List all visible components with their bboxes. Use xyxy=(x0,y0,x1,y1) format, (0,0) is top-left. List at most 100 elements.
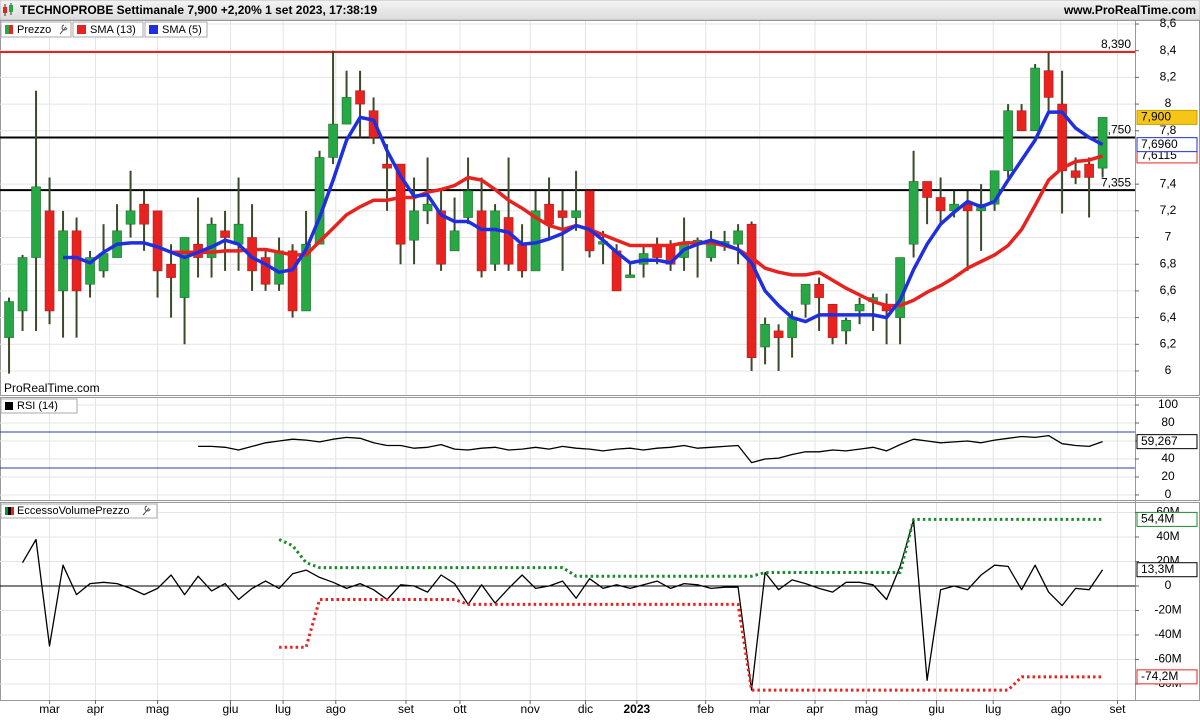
candle-body xyxy=(355,90,365,105)
candle-body xyxy=(841,319,851,332)
x-tick-label: ago xyxy=(326,702,346,716)
candle-body xyxy=(17,257,28,312)
candle-body xyxy=(773,330,784,338)
legend-box[interactable] xyxy=(144,21,208,38)
wrench-icon[interactable] xyxy=(59,24,68,35)
y-tick-label: 8,4 xyxy=(1160,43,1177,57)
last-value-box xyxy=(1136,511,1198,527)
candle-body xyxy=(422,203,433,212)
x-tick-label: apr xyxy=(87,702,104,716)
candle-body xyxy=(746,223,757,358)
legend-label: SMA (13) xyxy=(90,24,136,36)
series-line xyxy=(21,519,1104,691)
x-tick-label: mag xyxy=(855,702,878,716)
x-tick-label: set xyxy=(398,702,415,716)
y-tick-label: 7,8 xyxy=(1160,123,1177,137)
watermark: ProRealTime.com xyxy=(4,381,100,395)
series-line xyxy=(278,517,1103,578)
candle-body xyxy=(314,157,325,245)
series-line xyxy=(171,154,1104,308)
x-tick-label: set xyxy=(1109,702,1126,716)
candle-body xyxy=(1030,67,1040,132)
x-tick-label: nov xyxy=(520,702,539,716)
candle-body xyxy=(584,190,595,252)
candle-body xyxy=(733,230,743,245)
candle-body xyxy=(922,181,932,198)
candle-body xyxy=(31,186,41,258)
legend-box[interactable] xyxy=(0,21,72,38)
candle-body xyxy=(4,301,14,338)
candle-body xyxy=(962,203,973,212)
y-tick-label: 7,2 xyxy=(1160,203,1177,217)
y-tick-label: 6,6 xyxy=(1160,283,1177,297)
last-value-label: 13,3M xyxy=(1141,562,1174,576)
candle-body xyxy=(476,210,487,272)
legend-box[interactable] xyxy=(0,398,78,414)
y-tick-label: 20 xyxy=(1161,469,1175,483)
candle-body xyxy=(58,230,68,292)
legend-box[interactable] xyxy=(0,503,158,519)
candle-body xyxy=(152,210,163,272)
candle-body xyxy=(517,243,527,272)
y-tick-label: 80 xyxy=(1161,415,1175,429)
y-tick-label: 7,4 xyxy=(1160,176,1177,190)
candle-body xyxy=(206,223,217,258)
y-tick-label: 6 xyxy=(1165,363,1172,377)
y-tick-label: 100 xyxy=(1158,397,1178,411)
last-value-box xyxy=(1136,137,1198,153)
y-tick-label: -60M xyxy=(1154,652,1181,666)
last-value-label: 7,900 xyxy=(1141,110,1171,124)
plot-layer: 8,6 8,4 8,2 8 7,8 7,4 7,2 7 6,8 6,6 6,4 6,2 6 8,390 7,… xyxy=(0,16,1198,716)
candle-body xyxy=(989,170,1000,205)
last-value-label: 7,6960 xyxy=(1141,137,1178,151)
last-value-box xyxy=(1136,669,1198,685)
candle-body xyxy=(449,230,460,252)
legend-swatch xyxy=(9,25,13,34)
candle-body xyxy=(1003,110,1013,172)
legend-label: Prezzo xyxy=(17,24,51,36)
volume-panel xyxy=(0,502,1200,701)
candle-body xyxy=(328,123,338,158)
candle-body xyxy=(341,97,352,125)
x-tick-label: apr xyxy=(806,702,823,716)
legend-box[interactable] xyxy=(72,21,144,38)
header-site[interactable]: www.ProRealTime.com xyxy=(1063,3,1196,17)
rsi-panel xyxy=(0,397,1200,501)
y-tick-label: 8,2 xyxy=(1160,70,1177,84)
legend-swatch xyxy=(149,25,158,34)
candle-body xyxy=(503,217,514,265)
candle-body xyxy=(1043,70,1054,98)
candle-body xyxy=(787,317,797,338)
candle-body xyxy=(436,210,446,265)
candle-body xyxy=(571,210,581,218)
wrench-icon[interactable] xyxy=(142,505,151,516)
candle-body xyxy=(854,303,865,312)
last-value-label: 54,4M xyxy=(1141,512,1174,526)
legend-swatch xyxy=(11,507,14,515)
candle-body xyxy=(301,243,311,312)
candle-body xyxy=(71,230,82,292)
candle-body xyxy=(260,257,271,285)
volume-legend: EccessoVolumePrezzo xyxy=(0,503,158,519)
price-panel xyxy=(0,20,1200,396)
grid xyxy=(0,21,1135,395)
header-title: TECHNOPROBE Settimanale 7,900 +2,20% 1 s… xyxy=(20,3,378,17)
x-tick-label: mar xyxy=(749,702,770,716)
y-tick-label: -40M xyxy=(1154,627,1181,641)
candle-body xyxy=(220,230,230,238)
legend-label: EccessoVolumePrezzo xyxy=(17,505,130,517)
y-tick-label: 8,6 xyxy=(1160,16,1177,30)
legend-swatch xyxy=(5,402,13,410)
x-tick-label: lug xyxy=(275,702,291,716)
legend-swatch xyxy=(8,507,11,515)
series-line xyxy=(198,434,1103,464)
y-tick-label: 6,8 xyxy=(1160,256,1177,270)
candle-body xyxy=(409,210,419,241)
candle-body xyxy=(827,303,838,338)
grid xyxy=(0,398,1135,500)
x-tick-label: giu xyxy=(929,702,945,716)
x-tick-label: feb xyxy=(697,702,714,716)
candle-body xyxy=(233,223,244,245)
candle-body xyxy=(179,237,190,298)
y-tick-label: -20M xyxy=(1154,603,1181,617)
